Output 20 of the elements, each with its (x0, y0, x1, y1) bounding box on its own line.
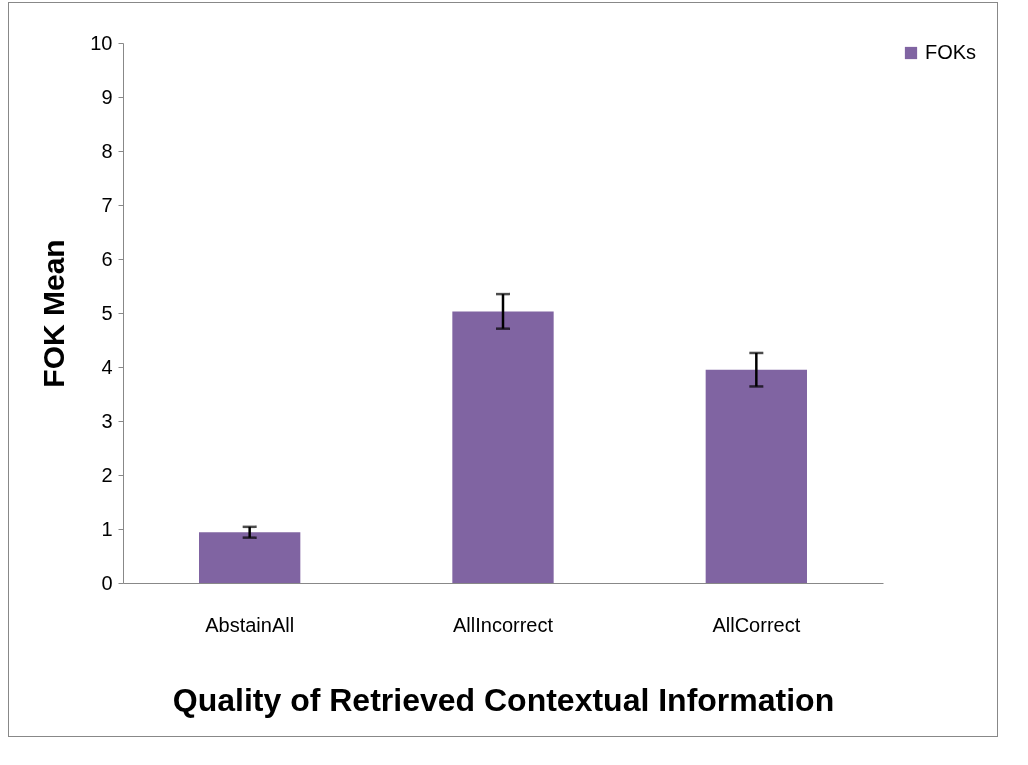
legend-label: FOKs (925, 41, 977, 63)
bar (452, 311, 554, 583)
y-tick-label: 9 (101, 85, 113, 108)
bar (705, 369, 807, 583)
y-tick-label: 1 (101, 517, 113, 540)
y-tick-label: 7 (101, 193, 113, 216)
y-tick-label: 2 (101, 463, 113, 486)
y-tick-label: 10 (90, 31, 113, 54)
y-tick-label: 0 (101, 571, 113, 594)
y-tick-label: 4 (101, 355, 113, 378)
x-tick-label: AllIncorrect (452, 613, 554, 636)
bar (199, 532, 301, 583)
y-tick-label: 6 (101, 247, 113, 270)
x-axis-title: Quality of Retrieved Contextual Information (172, 681, 835, 718)
y-axis-title: FOK Mean (37, 239, 71, 388)
y-tick-label: 3 (101, 409, 113, 432)
y-tick-label: 8 (101, 139, 113, 162)
x-tick-label: AllCorrect (712, 613, 801, 636)
y-tick-label: 5 (101, 301, 113, 324)
x-tick-label: AbstainAll (205, 613, 295, 636)
